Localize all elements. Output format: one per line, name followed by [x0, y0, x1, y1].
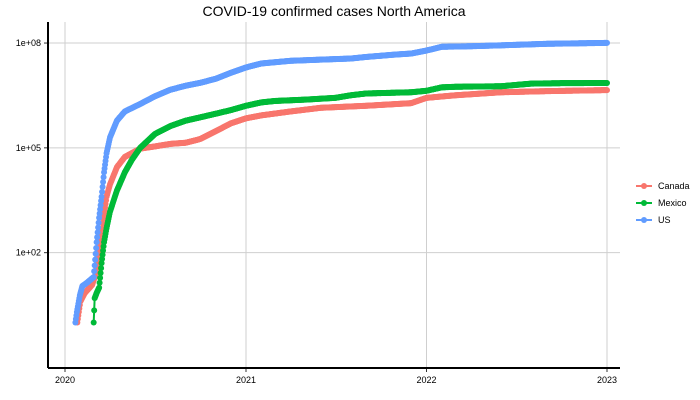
- legend-item: Mexico: [636, 198, 687, 208]
- data-point: [95, 224, 102, 231]
- data-point: [93, 239, 100, 246]
- chart-title: COVID-19 confirmed cases North America: [203, 3, 466, 19]
- legend-label: US: [658, 215, 671, 225]
- data-point: [98, 193, 105, 200]
- x-tick-label: 2021: [236, 375, 256, 385]
- series-us: [72, 39, 610, 326]
- series-layer: [72, 39, 610, 326]
- data-point: [604, 79, 610, 86]
- legend-key-dot: [641, 200, 647, 206]
- data-point: [90, 319, 97, 326]
- data-point: [97, 274, 104, 281]
- data-point: [99, 188, 106, 195]
- series-canada: [74, 87, 610, 326]
- data-point: [100, 179, 107, 186]
- data-point: [94, 234, 101, 241]
- y-tick-label: 1e+08: [16, 38, 41, 48]
- legend-key-dot: [641, 217, 647, 223]
- series-mexico: [90, 79, 610, 326]
- x-tick-label: 2023: [597, 375, 617, 385]
- axes: 2020 2021 2022 2023 1e+02 1e+05 1e+08: [16, 22, 620, 385]
- data-point: [96, 279, 103, 286]
- data-point: [92, 250, 99, 257]
- data-point: [95, 219, 102, 226]
- data-point: [90, 274, 97, 281]
- data-point: [100, 174, 107, 181]
- x-tick-label: 2022: [416, 375, 436, 385]
- data-point: [93, 244, 100, 251]
- x-tick-label: 2020: [55, 375, 75, 385]
- data-point: [91, 307, 98, 314]
- data-point: [92, 256, 99, 263]
- data-point: [99, 183, 106, 190]
- legend-label: Canada: [658, 181, 690, 191]
- legend-item: Canada: [636, 181, 690, 191]
- y-tick-label: 1e+05: [16, 143, 41, 153]
- data-point: [604, 87, 610, 94]
- legend-key-dot: [641, 183, 647, 189]
- data-point: [94, 229, 101, 236]
- legend-label: Mexico: [658, 198, 687, 208]
- data-point: [91, 268, 98, 275]
- data-point: [604, 39, 610, 46]
- legend-item: US: [636, 215, 671, 225]
- data-point: [98, 265, 105, 272]
- y-tick-label: 1e+02: [16, 248, 41, 258]
- data-point: [96, 284, 103, 291]
- data-point: [91, 262, 98, 269]
- legend: Canada Mexico US: [636, 181, 690, 225]
- data-point: [97, 269, 104, 276]
